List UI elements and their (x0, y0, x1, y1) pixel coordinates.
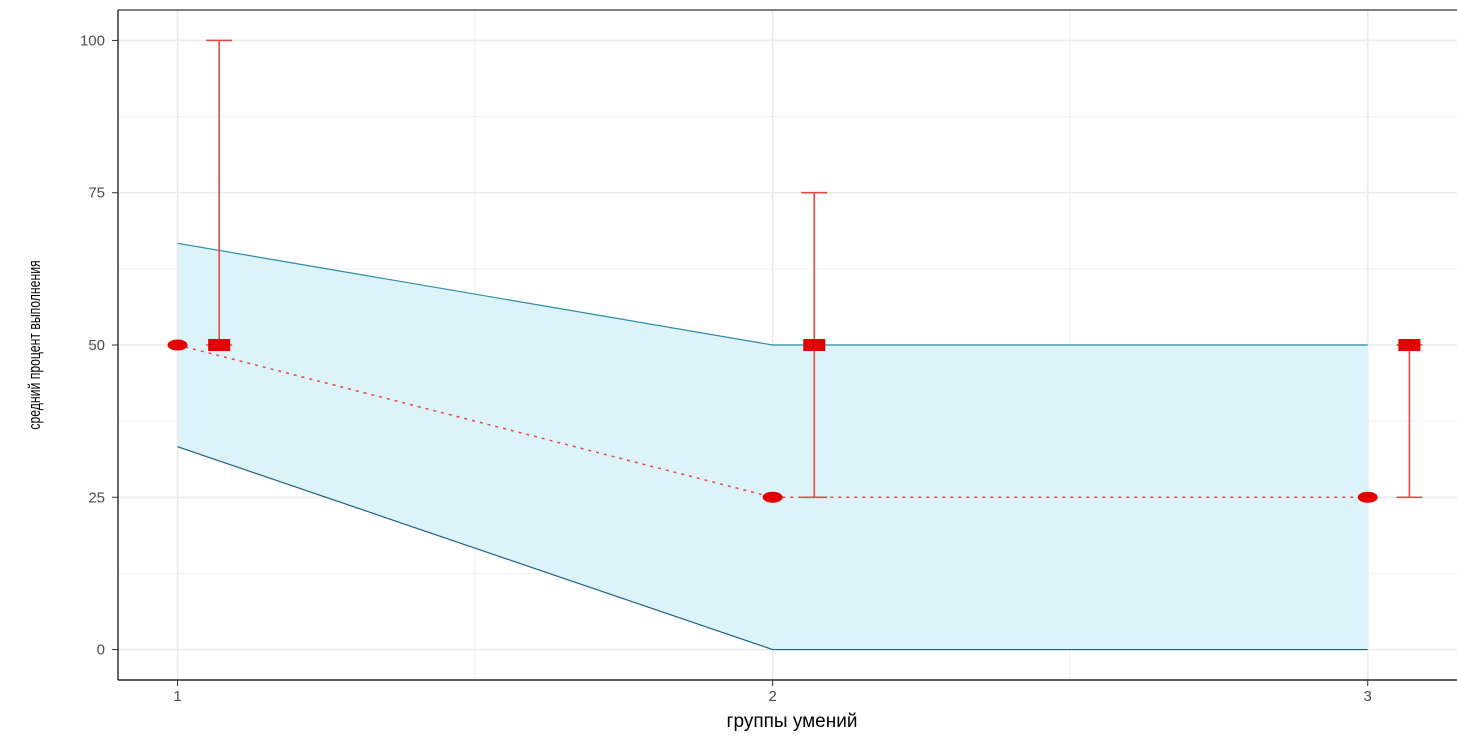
x-axis-title: группы умений (727, 711, 858, 732)
y-tick-label: 0 (97, 642, 105, 659)
circle-point (1357, 491, 1378, 503)
x-tick-label: 1 (173, 688, 181, 705)
axes: 0 25 50 75 100 1 2 3 (80, 9, 1457, 705)
band-upper-line (177, 242, 1368, 346)
y-tick-label: 50 (88, 337, 105, 354)
circle-point (167, 339, 188, 351)
square-point (1398, 339, 1421, 351)
band-layer (177, 242, 1368, 651)
square-point (208, 339, 231, 351)
square-point (803, 339, 826, 351)
circle-point (762, 491, 783, 503)
x-tick-label: 2 (768, 688, 776, 705)
band-lower-line (177, 446, 1368, 651)
y-tick-label: 25 (88, 489, 105, 506)
y-tick-label: 75 (88, 185, 105, 202)
y-tick-label: 100 (80, 32, 105, 49)
points-layer (167, 39, 1423, 503)
x-tick-label: 3 (1364, 688, 1372, 705)
y-axis-title: средний процент выполнения (26, 260, 44, 429)
